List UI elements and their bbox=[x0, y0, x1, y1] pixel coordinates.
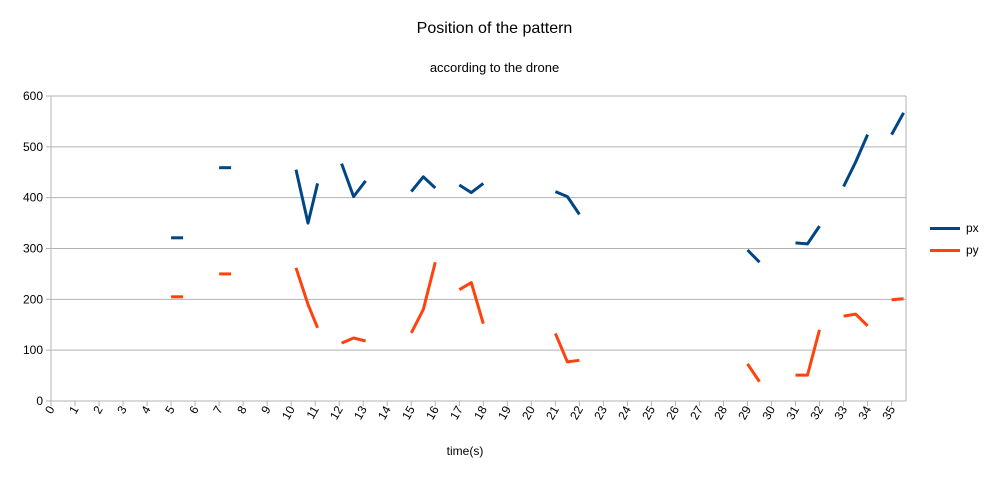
x-tick-label-13: 13 bbox=[351, 403, 370, 422]
x-tick-label-10: 10 bbox=[279, 403, 298, 422]
x-tick-label-35: 35 bbox=[879, 403, 898, 422]
x-tick-label-4: 4 bbox=[138, 403, 154, 416]
series-px-segment-8 bbox=[795, 225, 821, 246]
x-tick-label-32: 32 bbox=[807, 403, 826, 422]
series-px-segment-7 bbox=[746, 248, 761, 264]
series-py-segment-7 bbox=[746, 363, 761, 383]
legend-item-py: py bbox=[930, 243, 979, 257]
y-tick-label-5: 500 bbox=[23, 140, 43, 154]
x-tick-label-16: 16 bbox=[423, 403, 442, 422]
x-tick-label-34: 34 bbox=[855, 403, 874, 422]
series-py-segment-8 bbox=[795, 329, 821, 377]
chart-subtitle: according to the drone bbox=[429, 60, 560, 75]
series-py-segment-6 bbox=[554, 332, 580, 364]
x-tick-label-5: 5 bbox=[162, 403, 178, 416]
x-tick-label-27: 27 bbox=[687, 403, 706, 422]
x-tick-label-12: 12 bbox=[327, 403, 346, 422]
grid-lines bbox=[51, 95, 906, 402]
x-tick-label-19: 19 bbox=[495, 403, 514, 422]
y-tick-label-0: 0 bbox=[36, 394, 43, 408]
x-tick-label-9: 9 bbox=[258, 403, 274, 416]
x-tick-label-1: 1 bbox=[66, 403, 82, 416]
y-tick-label-6: 600 bbox=[23, 89, 43, 103]
x-tick-label-14: 14 bbox=[375, 403, 394, 422]
x-tick-label-31: 31 bbox=[783, 403, 802, 422]
x-tick-label-0: 0 bbox=[42, 403, 58, 416]
x-tick-label-17: 17 bbox=[447, 403, 466, 422]
series-px-segment-10 bbox=[890, 112, 905, 136]
legend-item-px: px bbox=[930, 221, 979, 235]
x-axis-label: time(s) bbox=[446, 444, 484, 458]
series-py-segment-5 bbox=[458, 281, 485, 325]
series-py-segment-3 bbox=[341, 336, 366, 345]
x-tick-label-18: 18 bbox=[471, 403, 490, 422]
x-tick-label-2: 2 bbox=[90, 403, 106, 416]
series-px-segment-6 bbox=[554, 190, 581, 216]
x-tick-label-3: 3 bbox=[114, 403, 130, 416]
x-tick-label-23: 23 bbox=[591, 403, 610, 422]
y-tick-label-1: 100 bbox=[23, 343, 43, 357]
x-tick-label-24: 24 bbox=[615, 403, 634, 422]
x-tick-label-20: 20 bbox=[519, 403, 538, 422]
y-tick-label-4: 400 bbox=[23, 191, 43, 205]
series-px-segment-9 bbox=[842, 134, 869, 188]
x-tick-label-25: 25 bbox=[639, 403, 658, 422]
legend-label-px: px bbox=[966, 221, 979, 235]
series-py-segment-10 bbox=[891, 297, 904, 302]
series-lines bbox=[171, 112, 905, 383]
series-px-segment-3 bbox=[340, 163, 367, 199]
x-tick-label-29: 29 bbox=[735, 403, 754, 422]
legend-swatch-py bbox=[930, 249, 960, 253]
x-tick-label-33: 33 bbox=[831, 403, 850, 422]
x-tick-label-8: 8 bbox=[234, 403, 250, 416]
x-tick-label-15: 15 bbox=[399, 403, 418, 422]
series-px-segment-4 bbox=[410, 175, 437, 193]
series-py-segment-4 bbox=[409, 261, 437, 334]
x-tick-label-21: 21 bbox=[543, 403, 562, 422]
x-tick-label-11: 11 bbox=[303, 403, 322, 421]
series-px-segment-2 bbox=[294, 169, 320, 225]
x-tick-label-7: 7 bbox=[210, 403, 226, 416]
x-tick-label-22: 22 bbox=[567, 403, 586, 422]
chart-title: Position of the pattern bbox=[416, 20, 573, 37]
series-px-segment-5 bbox=[458, 182, 485, 195]
x-tick-label-30: 30 bbox=[759, 403, 778, 422]
series-py-segment-9 bbox=[843, 312, 869, 327]
x-tick-label-28: 28 bbox=[711, 403, 730, 422]
x-tick-label-6: 6 bbox=[186, 403, 202, 416]
legend-label-py: py bbox=[966, 243, 979, 257]
series-py-segment-2 bbox=[294, 267, 319, 329]
y-tick-label-2: 200 bbox=[23, 292, 43, 306]
x-tick-label-26: 26 bbox=[663, 403, 682, 422]
y-tick-label-3: 300 bbox=[23, 242, 43, 256]
legend-swatch-px bbox=[930, 227, 960, 231]
axes bbox=[46, 95, 907, 406]
